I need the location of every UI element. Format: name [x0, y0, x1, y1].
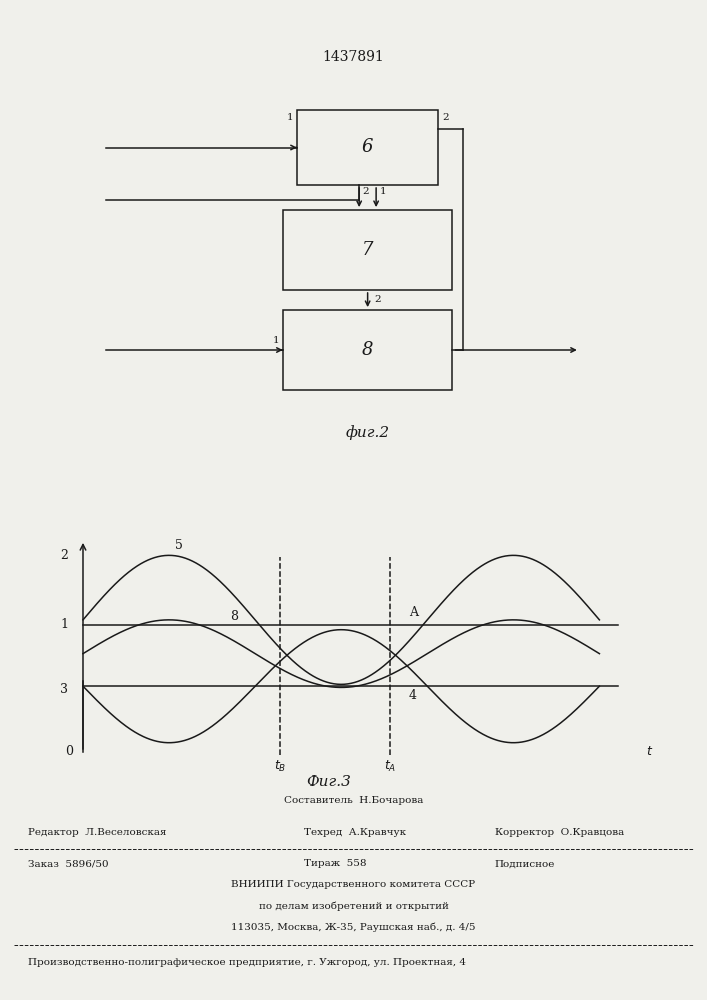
Text: 0: 0: [65, 745, 73, 758]
Text: 6: 6: [362, 138, 373, 156]
Text: Подписное: Подписное: [495, 859, 555, 868]
Text: Составитель  Н.Бочарова: Составитель Н.Бочарова: [284, 796, 423, 805]
Text: 3: 3: [60, 683, 69, 696]
Text: Редактор  Л.Веселовская: Редактор Л.Веселовская: [28, 828, 167, 837]
Text: $t_A$: $t_A$: [384, 759, 397, 774]
Text: 8: 8: [230, 610, 238, 623]
Text: по делам изобретений и открытий: по делам изобретений и открытий: [259, 901, 448, 911]
Text: 2: 2: [442, 112, 448, 121]
Text: 2: 2: [375, 295, 381, 304]
Text: 113035, Москва, Ж-35, Раушская наб., д. 4/5: 113035, Москва, Ж-35, Раушская наб., д. …: [231, 922, 476, 932]
Text: 1: 1: [273, 336, 279, 345]
Text: A: A: [409, 606, 418, 619]
Bar: [283, 210, 452, 290]
Text: 5: 5: [175, 539, 183, 552]
Text: $t_B$: $t_B$: [274, 759, 286, 774]
Bar: [297, 110, 438, 185]
Text: Тираж  558: Тираж 558: [304, 859, 366, 868]
Text: 4: 4: [409, 689, 417, 702]
Text: Техред  А.Кравчук: Техред А.Кравчук: [304, 828, 406, 837]
Text: 2: 2: [60, 549, 69, 562]
Text: $t$: $t$: [646, 745, 653, 758]
Text: фиг.2: фиг.2: [346, 425, 390, 440]
Text: ВНИИПИ Государственного комитета СССР: ВНИИПИ Государственного комитета СССР: [231, 880, 476, 889]
Text: 8: 8: [362, 341, 373, 359]
Text: 1: 1: [60, 618, 69, 631]
Text: Производственно-полиграфическое предприятие, г. Ужгород, ул. Проектная, 4: Производственно-полиграфическое предприя…: [28, 958, 467, 967]
Text: 1: 1: [380, 188, 386, 196]
Text: 1: 1: [287, 112, 293, 121]
Text: Фиг.3: Фиг.3: [306, 775, 351, 789]
Bar: [283, 310, 452, 390]
Text: 1437891: 1437891: [322, 50, 385, 64]
Text: Корректор  О.Кравцова: Корректор О.Кравцова: [495, 828, 624, 837]
Text: Заказ  5896/50: Заказ 5896/50: [28, 859, 109, 868]
Text: 2: 2: [363, 188, 369, 196]
Text: 7: 7: [362, 241, 373, 259]
